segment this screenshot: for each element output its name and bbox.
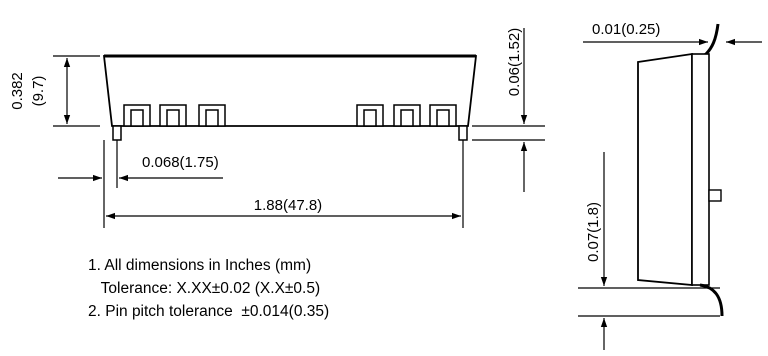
pin-tabs-left xyxy=(124,105,225,126)
side-nub xyxy=(709,190,721,201)
front-view: 0.382 (9.7) 0.06(1.52) 0.068(1.75) 1.88(… xyxy=(9,28,545,228)
pin-height-label: 0.06(1.52) xyxy=(506,28,523,96)
note-line-2: Tolerance: X.XX±0.02 (X.X±0.5) xyxy=(88,277,329,300)
notes: 1. All dimensions in Inches (mm) Toleran… xyxy=(88,254,329,323)
pin-height-dimension: 0.06(1.52) xyxy=(472,28,545,192)
top-pin-label: 0.01(0.25) xyxy=(592,21,660,38)
side-body xyxy=(638,54,692,285)
length-label: 1.88(47.8) xyxy=(254,197,322,214)
length-dimension: 1.88(47.8) xyxy=(106,197,461,216)
lead-top xyxy=(700,24,718,58)
pin-offset-dimension: 0.068(1.75) xyxy=(58,154,223,178)
note-line-1: 1. All dimensions in Inches (mm) xyxy=(88,254,329,277)
top-pin-dimension: 0.01(0.25) xyxy=(583,21,762,42)
pin-offset-label: 0.068(1.75) xyxy=(142,154,219,171)
lead-bottom xyxy=(700,285,722,316)
side-pcb xyxy=(692,54,709,285)
side-view: 0.01(0.25) 0.07(1.8) xyxy=(578,21,762,350)
note-line-3: 2. Pin pitch tolerance ±0.014(0.35) xyxy=(88,300,329,323)
height-dimension: 0.382 (9.7) xyxy=(9,56,100,126)
height-mm-label: (9.7) xyxy=(30,76,47,107)
pin-length-label: 0.07(1.8) xyxy=(585,202,602,262)
height-label: 0.382 xyxy=(9,72,26,110)
pin-left xyxy=(113,126,121,140)
pin-tabs-right xyxy=(357,105,456,126)
pin-right xyxy=(459,126,467,140)
